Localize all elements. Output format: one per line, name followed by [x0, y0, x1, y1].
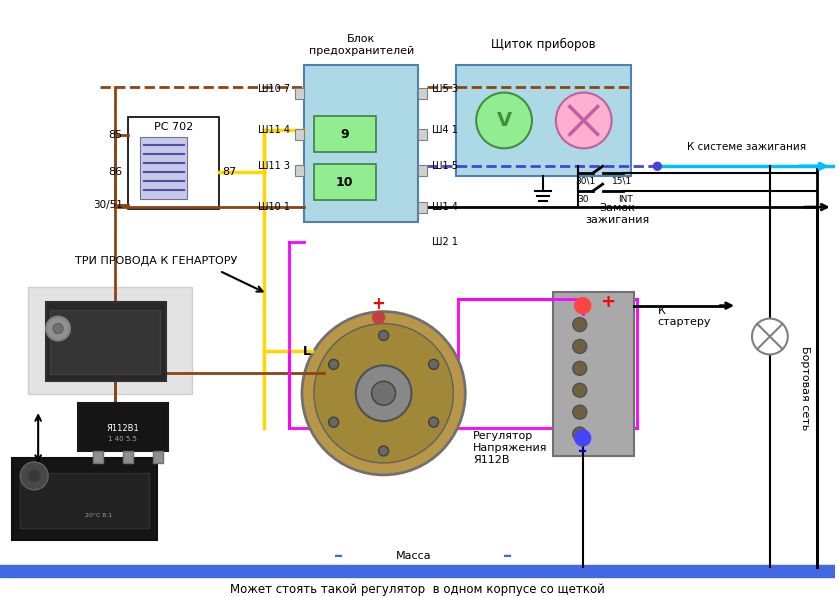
Circle shape	[572, 427, 587, 441]
Bar	[46, 301, 166, 381]
Text: 85: 85	[109, 130, 123, 140]
Text: 15\1: 15\1	[613, 177, 633, 186]
Circle shape	[302, 312, 465, 475]
Bar	[295, 130, 304, 140]
Circle shape	[556, 93, 612, 148]
Text: 30\1: 30\1	[576, 177, 596, 186]
Bar	[78, 403, 168, 451]
Text: Ш1 4: Ш1 4	[432, 202, 458, 212]
Bar	[314, 164, 375, 200]
Circle shape	[46, 316, 70, 340]
Text: 1 40 5.5: 1 40 5.5	[108, 436, 137, 442]
Bar	[418, 165, 427, 176]
Circle shape	[575, 298, 591, 313]
Circle shape	[575, 430, 591, 446]
Circle shape	[372, 381, 396, 405]
Circle shape	[572, 318, 587, 331]
Bar	[28, 287, 193, 394]
Bar	[50, 310, 159, 374]
Bar	[295, 165, 304, 176]
Circle shape	[572, 361, 587, 376]
Text: 87: 87	[222, 167, 236, 177]
Text: К
стартеру: К стартеру	[657, 306, 711, 327]
Circle shape	[752, 319, 788, 355]
Text: V: V	[497, 111, 512, 130]
Text: Ш11 3: Ш11 3	[258, 161, 290, 171]
Bar	[418, 202, 427, 213]
Text: 30: 30	[577, 195, 588, 204]
Text: 20°C 8.1: 20°C 8.1	[85, 513, 112, 518]
Text: INT: INT	[618, 195, 633, 204]
Bar	[20, 473, 148, 528]
Text: Ш10 1: Ш10 1	[258, 202, 290, 212]
Circle shape	[572, 405, 587, 419]
Text: Я112В1: Я112В1	[106, 424, 139, 433]
Text: Замок
зажигания: Замок зажигания	[586, 203, 649, 225]
Circle shape	[53, 324, 63, 334]
Text: Ш10 7: Ш10 7	[258, 84, 290, 94]
Bar	[418, 88, 427, 99]
Text: +: +	[372, 295, 385, 313]
Text: Ш2 1: Ш2 1	[432, 237, 458, 247]
Bar	[140, 137, 188, 199]
Circle shape	[314, 324, 453, 463]
Bar	[314, 116, 375, 152]
Text: 30/51: 30/51	[93, 200, 123, 210]
Circle shape	[572, 340, 587, 353]
Circle shape	[20, 462, 48, 490]
Bar	[457, 64, 630, 176]
Circle shape	[429, 417, 438, 427]
Text: L: L	[303, 345, 311, 358]
Bar	[0, 565, 835, 577]
Text: Блок
предохранителей: Блок предохранителей	[308, 34, 414, 56]
Bar	[295, 88, 304, 99]
Circle shape	[572, 383, 587, 397]
Bar	[153, 451, 163, 463]
Bar	[93, 451, 103, 463]
Text: –: –	[578, 442, 587, 460]
Bar	[123, 451, 132, 463]
Bar	[553, 292, 634, 456]
Text: Ш5 3: Ш5 3	[432, 84, 458, 94]
Circle shape	[356, 365, 411, 421]
Text: ТРИ ПРОВОДА К ГЕНАРТОРУ: ТРИ ПРОВОДА К ГЕНАРТОРУ	[75, 256, 237, 266]
Text: К системе зажигания: К системе зажигания	[687, 142, 806, 152]
Circle shape	[379, 446, 389, 456]
Circle shape	[328, 417, 339, 427]
Text: Щиток приборов: Щиток приборов	[491, 38, 596, 51]
Text: 10: 10	[336, 176, 354, 189]
Bar	[127, 118, 220, 209]
Text: Ш11 4: Ш11 4	[258, 125, 290, 136]
Circle shape	[654, 162, 661, 170]
Bar	[304, 64, 418, 222]
Circle shape	[476, 93, 532, 148]
Circle shape	[28, 470, 40, 482]
Text: Ш1 5: Ш1 5	[432, 161, 458, 171]
Text: +: +	[600, 293, 615, 310]
Text: –: –	[504, 546, 513, 565]
Text: 9: 9	[340, 128, 349, 141]
Text: Может стоять такой регулятор  в одном корпусе со щеткой: Может стоять такой регулятор в одном кор…	[230, 583, 605, 596]
Circle shape	[379, 331, 389, 340]
Text: –: –	[334, 546, 344, 565]
Circle shape	[429, 359, 438, 370]
Circle shape	[373, 312, 385, 324]
Text: Регулятор
Напряжения
Я112В: Регулятор Напряжения Я112В	[473, 432, 548, 464]
Text: Ш4 1: Ш4 1	[432, 125, 458, 136]
Bar	[418, 130, 427, 140]
Text: Бортовая сеть: Бортовая сеть	[799, 346, 810, 430]
Circle shape	[328, 359, 339, 370]
Bar	[13, 458, 157, 540]
Text: 86: 86	[109, 167, 123, 177]
Text: РС 702: РС 702	[154, 122, 194, 133]
Text: Масса: Масса	[396, 550, 432, 561]
